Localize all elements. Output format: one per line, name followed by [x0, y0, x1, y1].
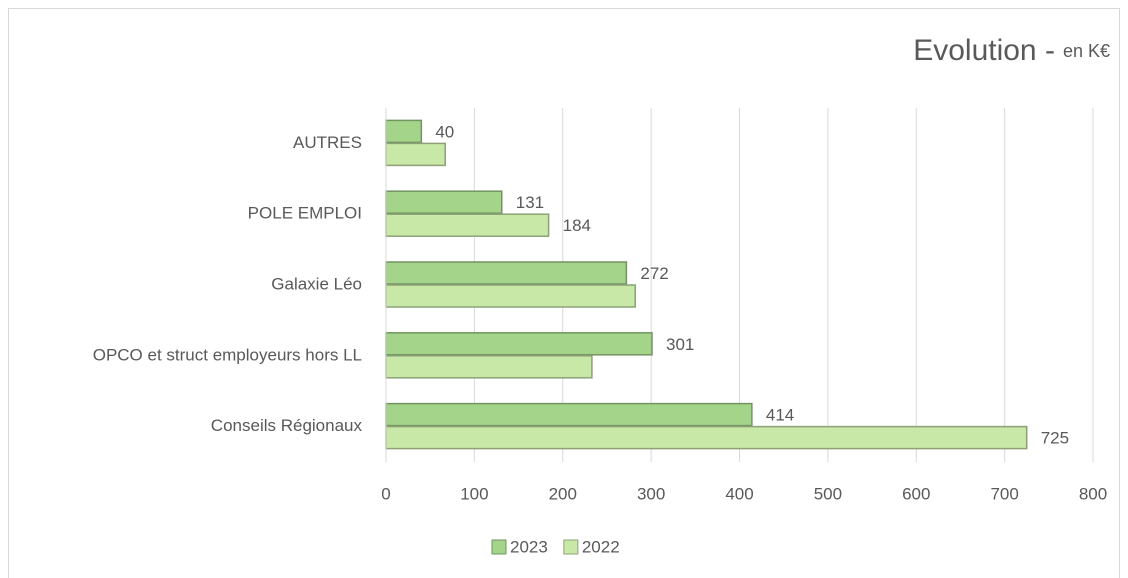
- bar: [385, 425, 1028, 450]
- bar: [385, 261, 628, 285]
- y-tick-label: AUTRES: [293, 133, 362, 152]
- y-tick-label: Galaxie Léo: [271, 274, 362, 293]
- y-tick-label: POLE EMPLOI: [248, 204, 362, 223]
- x-tick-label: 300: [637, 484, 665, 503]
- legend-label: 2023: [510, 537, 548, 556]
- x-tick-label: 500: [814, 484, 842, 503]
- y-tick-label: OPCO et struct employeurs hors LL: [93, 345, 362, 364]
- bar: [385, 284, 636, 308]
- bar: [385, 190, 503, 214]
- x-tick-label: 400: [725, 484, 753, 503]
- legend-label: 2022: [582, 537, 620, 556]
- data-label: 131: [516, 193, 544, 212]
- bar: [385, 213, 550, 237]
- legend-swatch: [491, 539, 507, 555]
- data-label: 40: [435, 122, 454, 141]
- x-tick-label: 600: [902, 484, 930, 503]
- data-label: 414: [766, 406, 794, 425]
- data-label: 184: [563, 216, 591, 235]
- chart-title-group: Evolution - en K€: [913, 34, 1110, 67]
- chart-subtitle: en K€: [1063, 41, 1110, 61]
- data-label: 301: [666, 335, 694, 354]
- bar: [385, 142, 446, 167]
- y-tick-label: Conseils Régionaux: [211, 416, 363, 435]
- bar: [385, 355, 593, 379]
- legend-swatch: [563, 539, 579, 555]
- data-label: 725: [1041, 429, 1069, 448]
- bar: [385, 119, 423, 144]
- bar: [385, 332, 653, 356]
- data-label: 272: [640, 264, 668, 283]
- x-tick-label: 100: [460, 484, 488, 503]
- x-tick-label: 700: [990, 484, 1018, 503]
- x-tick-label: 200: [549, 484, 577, 503]
- bar: [385, 402, 753, 427]
- x-tick-label: 800: [1079, 484, 1107, 503]
- chart-title: Evolution -: [913, 34, 1055, 67]
- x-tick-label: 0: [381, 484, 390, 503]
